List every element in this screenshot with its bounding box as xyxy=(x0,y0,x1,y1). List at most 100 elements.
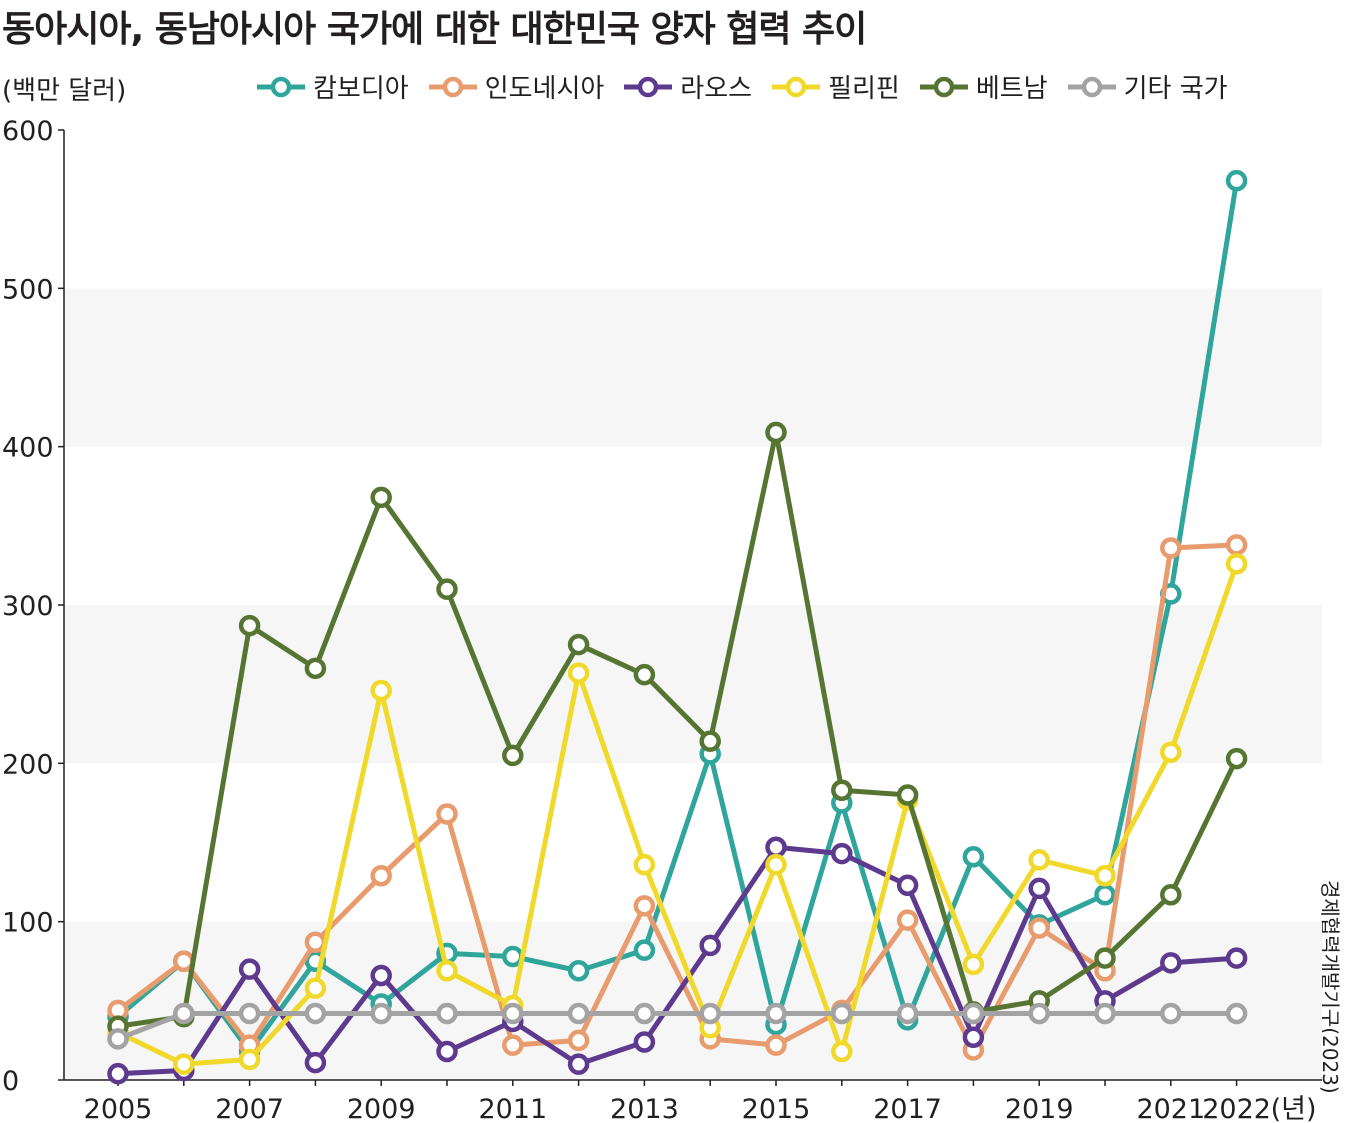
series-2-point xyxy=(699,934,721,957)
x-tick-label: 2011 xyxy=(478,1094,547,1123)
x-tick-label: 2019 xyxy=(1005,1094,1074,1123)
series-3-point xyxy=(1160,741,1182,763)
series-2-point xyxy=(304,1051,327,1074)
series-5-point xyxy=(1160,1002,1182,1025)
series-4-point xyxy=(304,657,327,680)
series-3-point xyxy=(567,662,590,684)
x-tick-label: 2022 xyxy=(1202,1094,1271,1123)
legend-item: 기타 국가 xyxy=(1066,68,1228,105)
series-5-point xyxy=(304,1002,327,1025)
x-tick-label: 2021 xyxy=(1136,1094,1205,1123)
legend-swatch-marker xyxy=(270,76,292,97)
series-1-point xyxy=(1225,534,1248,556)
series-1-point xyxy=(633,895,656,917)
legend-swatch xyxy=(624,76,673,97)
series-0-point xyxy=(633,939,656,961)
legend-swatch xyxy=(1067,76,1116,97)
series-5-line xyxy=(117,1011,1237,1042)
legend-swatch xyxy=(257,76,305,97)
legend-label: 기타 국가 xyxy=(1123,74,1228,104)
series-2-point xyxy=(962,1026,985,1048)
y-tick-label: 100 xyxy=(2,908,54,939)
x-tick-label: 2005 xyxy=(84,1094,153,1123)
series-0-point xyxy=(1225,169,1248,192)
series-2-point xyxy=(1160,952,1182,974)
series-1-point xyxy=(1160,537,1182,559)
legend-label: 캄보디아 xyxy=(313,74,409,104)
series-3-point xyxy=(1028,849,1050,871)
legend-swatch-marker xyxy=(933,76,955,97)
y-tick-label: 400 xyxy=(2,433,54,464)
series-4-point xyxy=(633,663,656,686)
series-5-point xyxy=(370,1002,392,1025)
series-4-point xyxy=(238,614,261,637)
series-3-point xyxy=(962,953,985,976)
series-4-point xyxy=(896,784,919,806)
series-2-point xyxy=(436,1040,458,1063)
series-4-point xyxy=(765,421,787,444)
series-0-point xyxy=(567,960,590,982)
series-5-point xyxy=(1094,1002,1116,1025)
series-3-point xyxy=(238,1048,261,1071)
series-0-point xyxy=(502,945,524,968)
legend-item: 캄보디아 xyxy=(255,68,409,105)
legend-item: 필리핀 xyxy=(770,68,900,105)
series-5-point xyxy=(765,1002,787,1025)
series-2-point xyxy=(238,958,261,980)
y-tick-label: 600 xyxy=(2,116,54,147)
series-3-point xyxy=(831,1040,853,1063)
series-5-point xyxy=(567,1002,590,1025)
series-3-point xyxy=(1225,553,1248,575)
series-4-point xyxy=(370,486,392,509)
series-3-point xyxy=(765,853,787,876)
y-tick-label: 500 xyxy=(2,274,54,305)
series-1-point xyxy=(1028,917,1050,939)
grid-band-2 xyxy=(64,288,1322,447)
series-5-point xyxy=(173,1002,195,1025)
series-2-point xyxy=(1028,877,1050,900)
y-tick-label: 300 xyxy=(2,591,54,622)
series-5-point xyxy=(238,1002,261,1025)
series-1-point xyxy=(436,803,458,825)
series-2-point xyxy=(107,1062,129,1085)
series-4-point xyxy=(1094,947,1116,969)
series-0-point xyxy=(1094,884,1116,906)
series-4-point xyxy=(567,633,590,656)
series-1-point xyxy=(567,1029,590,1052)
series-4-point xyxy=(831,779,853,801)
legend-label: 베트남 xyxy=(975,74,1048,104)
legend-swatch-marker xyxy=(638,76,659,97)
series-1-point xyxy=(896,909,919,931)
series-3-point xyxy=(370,679,392,702)
series-5-point xyxy=(107,1028,129,1050)
x-tick-label: 2017 xyxy=(873,1094,942,1123)
series-5-point xyxy=(633,1002,656,1025)
series-5-point xyxy=(699,1002,721,1025)
legend-label: 필리핀 xyxy=(828,74,900,104)
x-axis-unit-label: (년) xyxy=(1271,1094,1317,1123)
series-5-point xyxy=(1225,1002,1248,1025)
legend-item: 라오스 xyxy=(622,68,752,105)
series-1-point xyxy=(304,931,327,953)
legend: 캄보디아 인도네시아 라오스 필리핀 베트남 기타 국가 xyxy=(255,68,1228,105)
series-1-point xyxy=(502,1034,524,1056)
series-3-point xyxy=(436,960,458,982)
legend-swatch-marker xyxy=(442,76,463,97)
series-0-line xyxy=(116,180,1240,1054)
legend-label: 인도네시아 xyxy=(484,74,605,104)
legend-item: 인도네시아 xyxy=(427,68,605,105)
legend-swatch xyxy=(772,76,821,97)
legend-swatch-marker xyxy=(1081,76,1102,97)
series-3-point xyxy=(304,977,327,999)
series-4-point xyxy=(502,744,524,767)
series-5-point xyxy=(896,1002,919,1025)
x-tick-label: 2015 xyxy=(742,1094,811,1123)
legend-item: 베트남 xyxy=(918,68,1048,105)
x-tick-label: 2007 xyxy=(215,1094,284,1123)
series-4-point xyxy=(1160,884,1182,906)
series-5-point xyxy=(502,1002,524,1025)
series-0-point xyxy=(962,846,985,868)
legend-label: 라오스 xyxy=(680,74,753,104)
x-tick-label: 2013 xyxy=(610,1094,679,1123)
